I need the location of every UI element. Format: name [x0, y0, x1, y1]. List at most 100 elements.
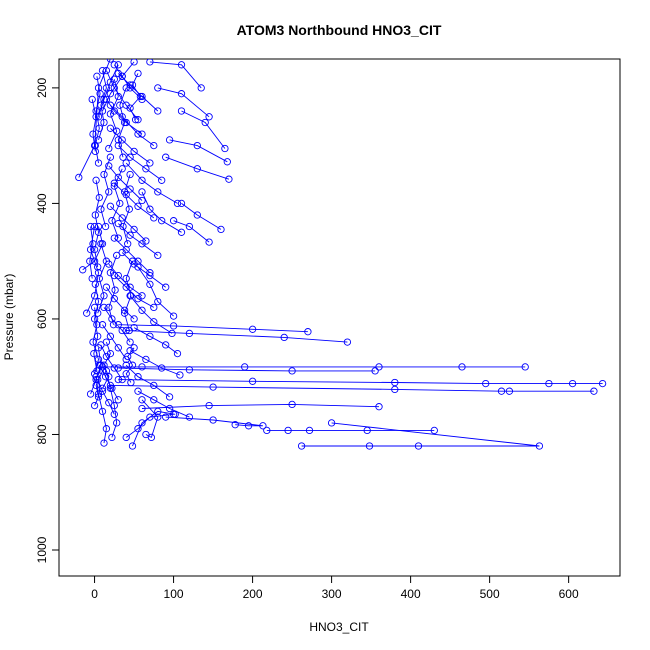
data-point [95, 274, 103, 283]
series-line [137, 390, 190, 418]
data-point [134, 116, 142, 124]
series-profile [105, 251, 121, 329]
series-line [98, 364, 119, 401]
data-point [118, 165, 126, 173]
data-point [297, 442, 306, 450]
data-point [146, 280, 154, 288]
data-point [101, 222, 110, 231]
data-point [125, 205, 133, 213]
data-point [217, 225, 225, 234]
data-point [193, 165, 201, 173]
data-point [154, 107, 162, 115]
series-line [124, 261, 133, 331]
series-line [86, 226, 99, 314]
data-point [102, 425, 111, 433]
series-profile [114, 84, 130, 161]
data-point [146, 271, 154, 280]
data-point [259, 422, 267, 430]
data-point [94, 228, 103, 236]
data-point [110, 410, 118, 418]
data-point [185, 366, 194, 374]
series-profile [114, 364, 379, 375]
data-point [590, 387, 598, 395]
data-point [130, 225, 138, 234]
data-point [122, 84, 130, 92]
data-point [98, 66, 107, 75]
data-point [430, 426, 438, 435]
series-line [133, 327, 178, 354]
data-point [545, 379, 553, 388]
data-point [122, 370, 130, 378]
data-point [142, 355, 150, 364]
series-profile [169, 217, 213, 246]
series-profile [119, 170, 134, 248]
series-profile [138, 400, 383, 413]
series-line [125, 162, 178, 204]
data-point [105, 373, 113, 381]
data-point [169, 410, 178, 418]
series-line [111, 168, 123, 239]
data-point [92, 107, 100, 115]
data-point [105, 188, 113, 196]
data-point [124, 352, 132, 361]
data-point [209, 383, 217, 391]
data-point [284, 426, 292, 435]
data-point [158, 364, 166, 372]
data-point [96, 90, 104, 98]
data-point [93, 72, 101, 80]
data-point [114, 364, 122, 372]
data-point [150, 214, 158, 222]
series-line [181, 110, 226, 149]
data-point [205, 238, 213, 246]
series-line [117, 145, 162, 181]
series-profile [122, 344, 138, 387]
series-profile [162, 153, 233, 183]
data-point [90, 315, 99, 323]
data-point [94, 263, 102, 271]
data-point [118, 326, 126, 335]
data-point [106, 153, 115, 161]
y-tick-label: 400 [35, 193, 49, 213]
y-tick-label: 600 [35, 309, 49, 329]
series-line [125, 364, 170, 398]
data-point [142, 430, 150, 439]
data-point [120, 118, 129, 127]
series-profile [108, 165, 126, 242]
series-line [108, 255, 118, 325]
data-point [154, 407, 162, 416]
series-profile [138, 396, 162, 442]
series-profile [90, 280, 103, 375]
data-point [505, 387, 514, 395]
x-tick-label: 400 [401, 587, 421, 601]
data-point [108, 433, 116, 442]
data-point [147, 433, 156, 442]
y-axis-label: Pressure (mbar) [2, 274, 16, 361]
series-profile [90, 176, 103, 271]
data-point [100, 292, 108, 300]
series-profile [122, 326, 352, 346]
series-line [125, 413, 174, 438]
series-line [97, 379, 115, 415]
data-point [150, 396, 158, 404]
data-point [114, 321, 122, 329]
data-point [94, 375, 102, 384]
data-point [86, 257, 94, 265]
data-point [126, 104, 134, 112]
data-point [122, 433, 130, 442]
data-point [102, 257, 111, 265]
data-point [128, 442, 137, 450]
data-point [106, 90, 115, 98]
data-point [126, 338, 134, 346]
data-point [95, 193, 103, 202]
data-point [162, 341, 170, 349]
data-point [95, 124, 103, 132]
data-point [176, 371, 184, 379]
data-point [154, 188, 162, 196]
data-point [100, 439, 108, 447]
data-point [90, 401, 99, 410]
series-line [100, 344, 123, 380]
x-axis-label: HNO3_CIT [309, 620, 369, 634]
data-point [177, 90, 186, 98]
data-point [365, 442, 374, 450]
data-point [134, 130, 142, 138]
